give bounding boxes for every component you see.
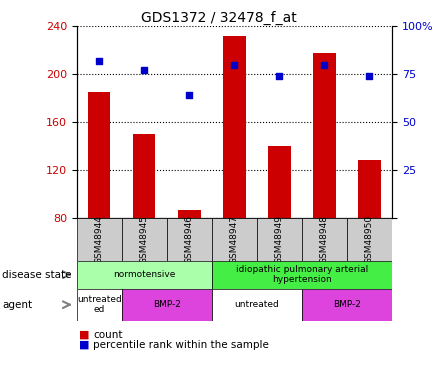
Text: count: count: [93, 330, 123, 339]
Point: [186, 92, 193, 98]
Text: agent: agent: [2, 300, 32, 310]
Point: [95, 58, 102, 64]
Text: idiopathic pulmonary arterial
hypertension: idiopathic pulmonary arterial hypertensi…: [236, 265, 368, 284]
Bar: [257, 217, 302, 261]
Text: normotensive: normotensive: [113, 270, 175, 279]
Text: untreated
ed: untreated ed: [77, 295, 122, 314]
Bar: [223, 36, 246, 218]
Text: GDS1372 / 32478_f_at: GDS1372 / 32478_f_at: [141, 11, 297, 26]
Bar: [77, 289, 122, 321]
Text: ■: ■: [79, 330, 89, 339]
Text: GSM48950: GSM48950: [365, 214, 374, 264]
Point: [366, 73, 373, 79]
Bar: [212, 289, 302, 321]
Bar: [77, 261, 212, 289]
Text: disease state: disease state: [2, 270, 72, 280]
Text: untreated: untreated: [234, 300, 279, 309]
Text: GSM48945: GSM48945: [140, 214, 149, 264]
Bar: [268, 146, 291, 218]
Bar: [167, 217, 212, 261]
Text: BMP-2: BMP-2: [333, 300, 361, 309]
Bar: [302, 217, 347, 261]
Text: GSM48947: GSM48947: [230, 214, 239, 264]
Bar: [358, 160, 381, 218]
Bar: [77, 217, 122, 261]
Bar: [212, 261, 392, 289]
Text: GSM48949: GSM48949: [275, 214, 284, 264]
Bar: [302, 289, 392, 321]
Point: [276, 73, 283, 79]
Bar: [133, 134, 155, 218]
Text: GSM48948: GSM48948: [320, 214, 329, 264]
Text: BMP-2: BMP-2: [153, 300, 181, 309]
Bar: [313, 53, 336, 217]
Bar: [88, 92, 110, 218]
Text: GSM48944: GSM48944: [95, 214, 104, 264]
Bar: [178, 210, 201, 218]
Bar: [122, 289, 212, 321]
Bar: [212, 217, 257, 261]
Text: GSM48946: GSM48946: [185, 214, 194, 264]
Point: [231, 62, 238, 68]
Point: [321, 62, 328, 68]
Bar: [347, 217, 392, 261]
Point: [141, 67, 148, 73]
Text: ■: ■: [79, 340, 89, 350]
Bar: [122, 217, 167, 261]
Text: percentile rank within the sample: percentile rank within the sample: [93, 340, 269, 350]
